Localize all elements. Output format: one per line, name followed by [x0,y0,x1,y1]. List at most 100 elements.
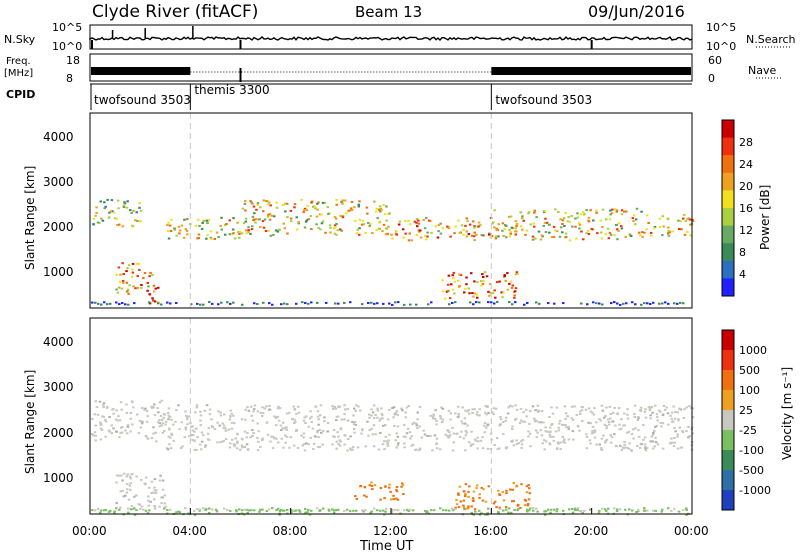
data-cell [381,414,384,417]
data-cell [110,432,114,435]
data-cell [580,302,583,305]
data-cell [504,419,507,422]
data-cell [217,410,220,413]
data-cell [392,416,395,419]
data-cell [122,281,125,284]
data-cell [143,272,147,274]
data-cell [244,220,248,223]
data-cell [305,219,309,222]
data-cell [626,408,629,411]
data-cell [259,206,262,209]
data-cell [325,301,328,304]
data-cell [652,301,655,304]
data-cell [452,271,456,274]
data-cell [326,430,329,433]
data-cell [125,475,128,478]
data-cell [623,508,627,511]
data-cell [648,409,652,412]
data-cell [515,443,519,446]
data-cell [510,286,514,289]
data-cell [127,303,130,306]
data-cell [543,513,547,516]
data-cell [486,447,490,450]
data-cell [511,425,514,428]
data-cell [464,422,467,425]
data-cell [283,509,286,512]
data-cell [232,301,235,304]
data-cell [451,301,454,304]
data-cell [115,288,118,291]
data-cell [167,221,170,224]
data-cell [170,218,173,221]
data-cell [595,421,598,424]
data-cell [673,437,676,439]
data-cell [305,209,309,212]
data-cell [206,220,209,223]
data-cell [301,444,304,447]
data-cell [420,436,424,439]
data-cell [336,431,339,434]
data-cell [228,233,232,236]
data-cell [439,417,442,420]
data-cell [135,475,138,478]
data-cell [351,446,355,449]
data-cell [634,427,637,430]
data-cell [404,411,407,414]
data-cell [234,437,237,440]
data-cell [211,426,215,429]
data-cell [487,485,491,488]
velocity-ytick-4000: 4000 [43,335,74,349]
data-cell [439,507,442,510]
data-cell [522,219,525,222]
data-cell [181,445,184,448]
data-cell [153,507,157,510]
data-cell [335,217,338,220]
data-cell [592,219,595,222]
data-cell [295,302,298,305]
data-cell [167,418,170,421]
data-cell [498,280,501,283]
data-cell [259,508,262,511]
data-cell [177,510,180,513]
data-cell [488,232,491,235]
data-cell [661,302,664,305]
data-cell [403,446,406,449]
data-cell [448,435,451,438]
data-cell [259,411,262,414]
data-cell [337,443,340,446]
data-cell [447,274,451,277]
velocity-ytick-1000: 1000 [43,471,74,485]
data-cell [555,448,559,450]
data-cell [233,237,237,240]
data-cell [627,447,631,450]
data-cell [491,292,495,295]
data-cell [244,408,247,411]
data-cell [126,288,130,291]
data-cell [639,446,642,449]
data-cell [159,414,163,417]
data-cell [515,485,518,488]
data-cell [537,421,540,424]
data-cell [643,509,646,512]
data-cell [402,435,405,438]
data-cell [574,225,577,228]
data-cell [540,434,544,437]
data-cell [300,198,303,201]
data-cell [459,274,463,276]
data-cell [457,492,460,495]
data-cell [146,289,149,292]
data-cell [249,200,252,203]
data-cell [190,434,193,437]
data-cell [153,413,157,416]
data-cell [598,443,601,446]
data-cell [298,510,302,513]
data-cell [608,423,611,426]
data-cell [671,230,674,233]
data-cell [652,432,655,434]
data-cell [536,431,539,434]
data-cell [222,439,225,442]
data-cell [557,442,560,445]
data-cell [286,303,289,306]
data-cell [549,430,552,433]
data-cell [435,442,438,445]
